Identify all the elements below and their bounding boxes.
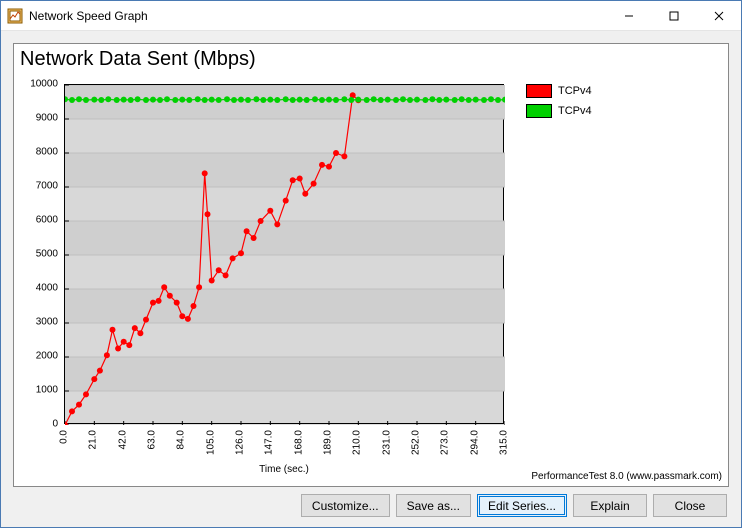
plot-area: [64, 84, 504, 424]
legend-item: TCPv4: [526, 84, 592, 98]
x-tick-label: 210.0: [352, 430, 363, 455]
y-axis-ticks: 0100020003000400050006000700080009000100…: [14, 84, 62, 424]
x-tick-label: 126.0: [235, 430, 246, 455]
y-tick-label: 4000: [36, 283, 58, 294]
y-tick-label: 3000: [36, 317, 58, 328]
chart-title: Network Data Sent (Mbps): [20, 48, 256, 71]
explain-button[interactable]: Explain: [573, 494, 647, 517]
button-row: Customize... Save as... Edit Series... E…: [301, 494, 727, 517]
close-button[interactable]: [696, 1, 741, 30]
x-tick-label: 84.0: [176, 430, 187, 449]
legend: TCPv4 TCPv4: [526, 84, 592, 124]
y-tick-label: 7000: [36, 181, 58, 192]
window-title: Network Speed Graph: [29, 9, 606, 23]
x-tick-label: 21.0: [88, 430, 99, 449]
y-tick-label: 0: [52, 419, 58, 430]
x-tick-label: 63.0: [147, 430, 158, 449]
client-area: Network Data Sent (Mbps) 0 1000 2000 3000 40…: [1, 31, 741, 527]
legend-swatch: [526, 104, 552, 118]
legend-label: TCPv4: [558, 105, 592, 117]
y-tick-label: 6000: [36, 215, 58, 226]
customize-button[interactable]: Customize...: [301, 494, 390, 517]
legend-swatch: [526, 84, 552, 98]
y-tick-label: 10000: [30, 79, 58, 90]
y-tick-label: 5000: [36, 249, 58, 260]
titlebar: Network Speed Graph: [1, 1, 741, 31]
x-tick-label: 273.0: [440, 430, 451, 455]
minimize-button[interactable]: [606, 1, 651, 30]
x-tick-label: 105.0: [205, 430, 216, 455]
x-tick-label: 252.0: [411, 430, 422, 455]
x-tick-label: 147.0: [264, 430, 275, 455]
y-tick-label: 2000: [36, 351, 58, 362]
y-tick-label: 9000: [36, 113, 58, 124]
x-tick-label: 168.0: [293, 430, 304, 455]
x-tick-label: 189.0: [323, 430, 334, 455]
maximize-button[interactable]: [651, 1, 696, 30]
edit-series-button[interactable]: Edit Series...: [477, 494, 567, 517]
x-tick-label: 42.0: [117, 430, 128, 449]
legend-label: TCPv4: [558, 85, 592, 97]
legend-item: TCPv4: [526, 104, 592, 118]
window-controls: [606, 1, 741, 30]
x-tick-label: 294.0: [469, 430, 480, 455]
save-as-button[interactable]: Save as...: [396, 494, 471, 517]
x-tick-label: 315.0: [499, 430, 510, 455]
close-dialog-button[interactable]: Close: [653, 494, 727, 517]
chart-footer: PerformanceTest 8.0 (www.passmark.com): [531, 471, 722, 482]
x-tick-label: 0.0: [59, 430, 70, 444]
x-tick-label: 231.0: [381, 430, 392, 455]
app-icon: [7, 8, 23, 24]
x-axis-label: Time (sec.): [64, 464, 504, 475]
y-tick-label: 1000: [36, 385, 58, 396]
chart-panel: Network Data Sent (Mbps) 0 1000 2000 3000 40…: [13, 43, 729, 487]
y-tick-label: 8000: [36, 147, 58, 158]
